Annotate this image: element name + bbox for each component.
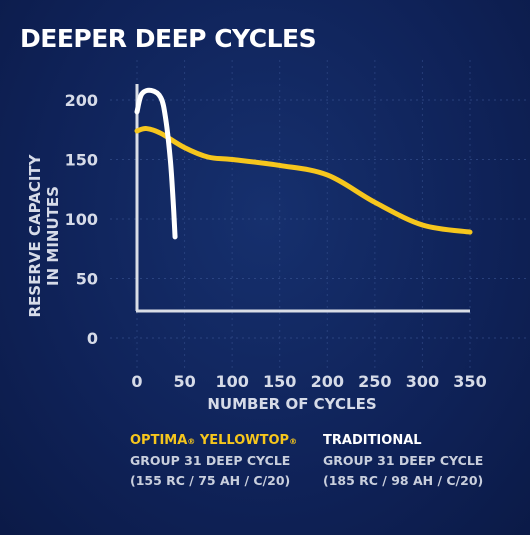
legend-optima-line3: (155 RC / 75 AH / C/20) bbox=[130, 473, 291, 488]
x-tick-label: 50 bbox=[173, 372, 195, 391]
x-tick-label: 100 bbox=[215, 372, 248, 391]
x-axis-label: NUMBER OF CYCLES bbox=[207, 395, 376, 413]
y-axis-label-line1: RESERVE CAPACITY bbox=[26, 153, 44, 317]
x-tick-label: 200 bbox=[311, 372, 344, 391]
grid bbox=[110, 60, 530, 370]
y-tick-label: 50 bbox=[76, 270, 98, 289]
x-tick-label: 150 bbox=[263, 372, 296, 391]
page-title: DEEPER DEEP CYCLES bbox=[20, 24, 317, 53]
legend-optima-title: OPTIMA® YELLOWTOP® bbox=[130, 431, 297, 451]
series-line-traditional bbox=[134, 87, 178, 240]
series bbox=[134, 87, 473, 240]
y-tick-label: 0 bbox=[87, 329, 98, 348]
x-tick-label: 0 bbox=[131, 372, 142, 391]
optima-brand: OPTIMA bbox=[130, 433, 188, 448]
legend-traditional: TRADITIONAL GROUP 31 DEEP CYCLE (185 RC … bbox=[323, 431, 483, 491]
y-tick-label: 200 bbox=[65, 91, 98, 110]
x-tick-label: 250 bbox=[358, 372, 391, 391]
legend-optima-line2: GROUP 31 DEEP CYCLE bbox=[130, 453, 291, 468]
y-axis-label-line2: IN MINUTES bbox=[44, 186, 62, 286]
legend-traditional-line2: GROUP 31 DEEP CYCLE bbox=[323, 453, 484, 468]
optima-product: YELLOWTOP bbox=[199, 433, 290, 448]
y-tick-label: 100 bbox=[65, 210, 98, 229]
axes bbox=[135, 84, 470, 313]
registered-mark: ® bbox=[289, 437, 298, 446]
legend-traditional-title: TRADITIONAL bbox=[323, 433, 422, 448]
legend-traditional-line3: (185 RC / 98 AH / C/20) bbox=[323, 473, 484, 488]
series-line-optima bbox=[134, 126, 473, 235]
x-tick-label: 350 bbox=[453, 372, 486, 391]
x-tick-label: 300 bbox=[406, 372, 439, 391]
registered-mark: ® bbox=[187, 437, 196, 446]
legend-optima: OPTIMA® YELLOWTOP® GROUP 31 DEEP CYCLE (… bbox=[130, 431, 297, 491]
tick-labels: 0 50 100 150 200 0 50 100 150 200 250 300 350 bbox=[65, 91, 487, 391]
y-tick-label: 150 bbox=[65, 151, 98, 170]
